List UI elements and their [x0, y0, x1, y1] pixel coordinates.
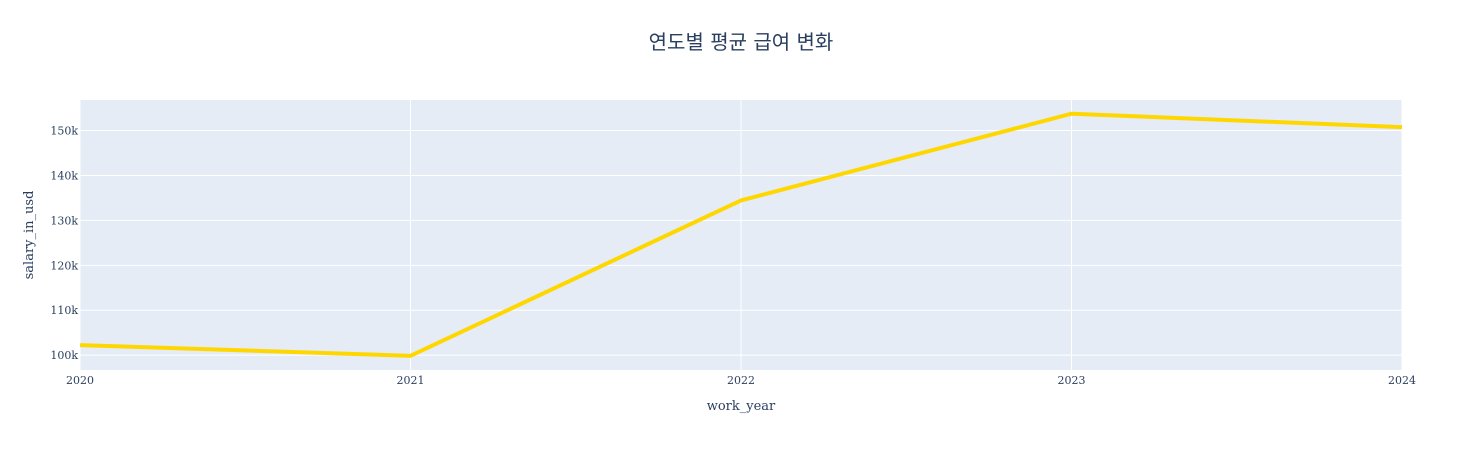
- y-axis-title: salary_in_usd: [22, 191, 37, 280]
- y-tick-label: 150k: [50, 125, 78, 138]
- y-tick-labels: 100k 110k 120k 130k 140k 150k: [50, 125, 78, 363]
- x-tick-label: 2021: [397, 374, 425, 387]
- x-tick-label: 2020: [66, 374, 94, 387]
- x-tick-label: 2023: [1058, 374, 1086, 387]
- x-tick-label: 2024: [1388, 374, 1416, 387]
- x-gridlines: [79, 100, 1403, 370]
- series-line: [79, 111, 1403, 358]
- chart-title: 연도별 평균 급여 변화: [649, 30, 834, 54]
- y-tick-label: 140k: [50, 169, 78, 182]
- x-tick-label: 2022: [727, 374, 755, 387]
- y-tick-label: 110k: [50, 304, 78, 317]
- x-axis-title: work_year: [707, 399, 776, 414]
- y-tick-label: 120k: [50, 259, 78, 272]
- x-tick-labels: 2020 2021 2022 2023 2024: [66, 374, 1416, 387]
- y-tick-label: 130k: [50, 214, 78, 227]
- series-layer: [79, 111, 1403, 358]
- y-tick-label: 100k: [50, 349, 78, 362]
